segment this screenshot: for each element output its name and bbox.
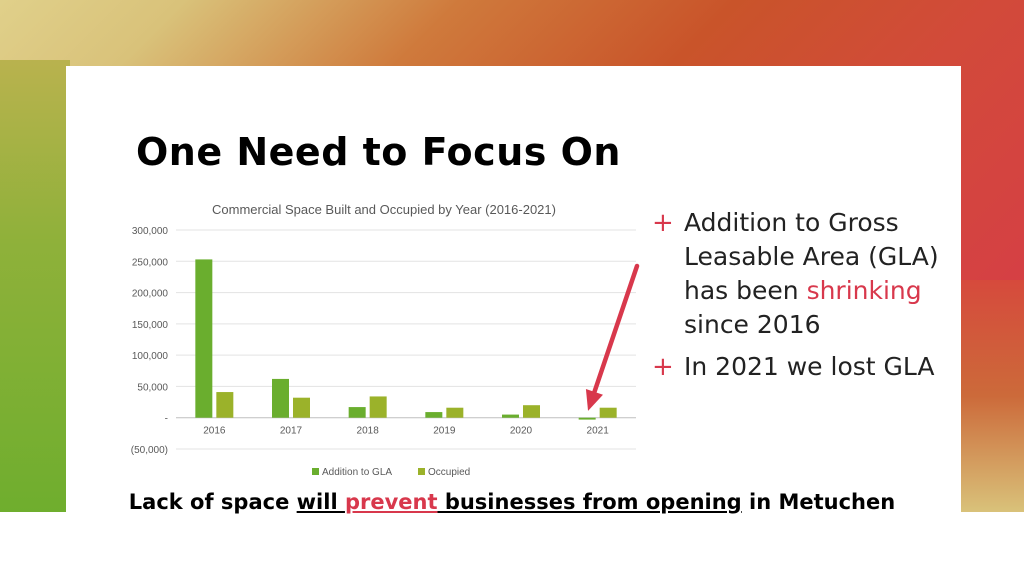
legend-swatch	[418, 468, 425, 475]
bar-occupied-2021	[599, 407, 617, 418]
bar-occupied-2020	[523, 405, 540, 418]
bar-addition-2019	[425, 412, 443, 418]
chart-bars	[195, 259, 617, 420]
bar-addition-2018	[348, 407, 366, 418]
y-tick-label: 250,000	[132, 257, 169, 268]
bar-addition-2020	[502, 414, 519, 418]
x-tick-label: 2016	[203, 426, 226, 437]
x-tick-label: 2018	[357, 426, 380, 437]
bar-occupied-2018	[369, 396, 387, 418]
legend-swatch	[312, 468, 319, 475]
chart-legend: Addition to GLA Occupied	[312, 467, 470, 478]
bar-addition-2016	[195, 259, 213, 418]
slide-panel	[66, 66, 961, 512]
annotation-arrow-shaft	[590, 263, 640, 398]
bullet-text: Addition to Gross Leasable Area (GLA) ha…	[684, 208, 939, 339]
y-tick-label: (50,000)	[131, 445, 168, 456]
y-tick-label: 150,000	[132, 320, 169, 331]
annotation-arrow-head	[585, 389, 603, 411]
y-tick-label: 200,000	[132, 289, 169, 300]
legend-label: Addition to GLA	[322, 467, 392, 478]
y-tick-label: 300,000	[132, 226, 169, 237]
bullet-item: + In 2021 we lost GLA	[652, 350, 952, 384]
bullet-item: + Addition to Gross Leasable Area (GLA) …	[652, 206, 952, 342]
background-right-band	[954, 280, 1024, 512]
chart-annotation	[585, 263, 640, 411]
bar-addition-2021	[578, 417, 596, 420]
plus-icon: +	[652, 352, 674, 382]
chart-gridlines	[176, 229, 636, 450]
bullet-text: In 2021 we lost GLA	[684, 352, 935, 381]
x-axis-ticks: 2016 2017 2018 2019 2020 2021	[203, 426, 609, 437]
bar-occupied-2019	[446, 407, 464, 418]
slide-title: One Need to Focus On	[136, 130, 621, 174]
y-tick-label: -	[165, 414, 168, 425]
x-tick-label: 2020	[510, 426, 533, 437]
x-tick-label: 2019	[433, 426, 456, 437]
bar-chart: Commercial Space Built and Occupied by Y…	[131, 202, 640, 478]
legend-label: Occupied	[428, 467, 470, 478]
bar-occupied-2016	[216, 392, 234, 418]
x-tick-label: 2017	[280, 426, 303, 437]
bar-addition-2017	[272, 378, 289, 418]
bullet-list: + Addition to Gross Leasable Area (GLA) …	[652, 206, 952, 392]
x-tick-label: 2021	[587, 426, 610, 437]
footer-statement: Lack of space will prevent businesses fr…	[128, 490, 896, 514]
chart-title: Commercial Space Built and Occupied by Y…	[212, 202, 556, 217]
y-tick-label: 50,000	[137, 382, 168, 393]
plus-icon: +	[652, 208, 674, 238]
bar-occupied-2017	[293, 397, 310, 418]
y-tick-label: 100,000	[132, 351, 169, 362]
y-axis-ticks: 300,000 250,000 200,000 150,000 100,000 50,00…	[131, 226, 169, 456]
background-left-band	[0, 60, 70, 512]
